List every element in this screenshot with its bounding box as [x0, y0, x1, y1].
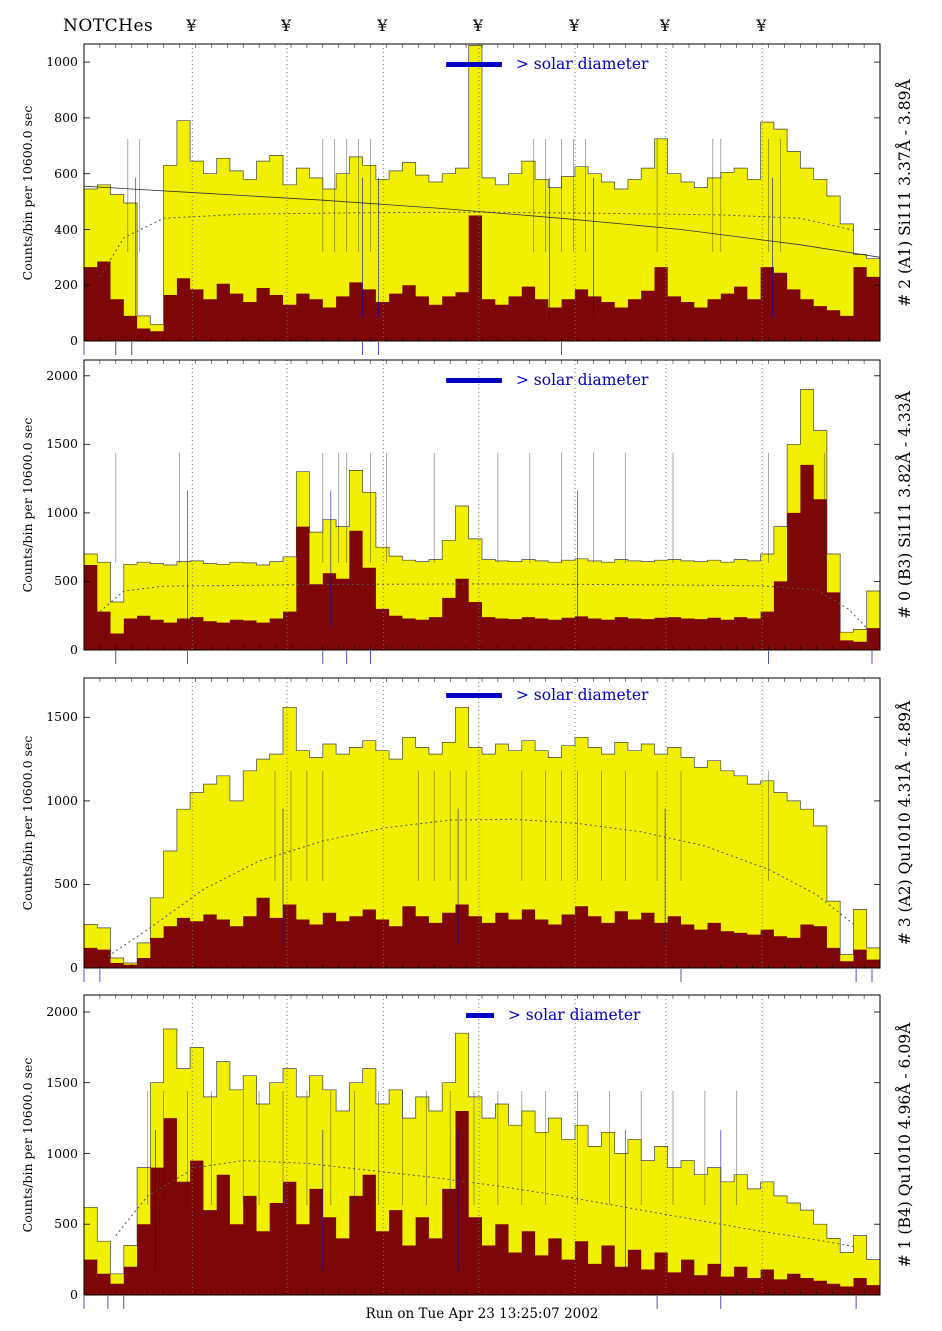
- y-tick-label: 1500: [46, 436, 78, 452]
- core-series-histogram: [84, 215, 880, 341]
- y-tick-label: 0: [70, 960, 78, 975]
- panel-frame: [83, 43, 881, 342]
- notch-marker-icon: ¥: [186, 16, 197, 35]
- y-axis-label: Counts/bin per 10600.0 sec: [20, 105, 35, 280]
- y-axis-label: Counts/bin per 10600.0 sec: [20, 417, 35, 593]
- core-series-histogram: [84, 1111, 880, 1295]
- spectrum-panel-0: > solar diameter: [83, 43, 881, 355]
- channel-label: # 1 (B4) Qu1010 4.96Å - 6.09Å: [896, 1022, 914, 1268]
- spectrum-panel-3: > solar diameter: [83, 994, 881, 1309]
- panel-plot-svg: > solar diameter: [83, 43, 881, 355]
- y-tick-label: 1000: [46, 504, 78, 520]
- y-tick-label: 600: [54, 165, 78, 181]
- run-timestamp: Run on Tue Apr 23 13:25:07 2002: [365, 1306, 599, 1322]
- y-axis-label: Counts/bin per 10600.0 sec: [20, 1057, 35, 1233]
- dotted-reference-curve: [99, 583, 869, 630]
- y-tick-label: 1500: [46, 709, 78, 725]
- y-tick-label: 800: [54, 109, 78, 125]
- notch-marker-icon: ¥: [472, 16, 483, 35]
- panel-frame: [83, 677, 881, 969]
- solar-diameter-bar: [446, 693, 502, 698]
- y-tick-label: 500: [54, 1216, 78, 1232]
- solar-diameter-label: > solar diameter: [508, 1006, 641, 1024]
- channel-label: # 2 (A1) Si111 3.37Å - 3.89Å: [896, 78, 914, 307]
- channel-label: # 3 (A2) Qu1010 4.31Å - 4.89Å: [896, 700, 914, 946]
- y-tick-label: 500: [54, 573, 78, 589]
- notch-marker-icon: ¥: [569, 16, 580, 35]
- y-tick-label: 400: [54, 221, 78, 237]
- spectrum-panel-1: > solar diameter: [83, 359, 881, 664]
- solar-diameter-label: > solar diameter: [516, 686, 649, 704]
- panel-plot-svg: > solar diameter: [83, 994, 881, 1309]
- notch-marker-icon: ¥: [756, 16, 767, 35]
- solar-diameter-bar: [466, 1013, 494, 1018]
- y-tick-label: 1000: [46, 792, 78, 808]
- y-axis-label: Counts/bin per 10600.0 sec: [20, 735, 35, 911]
- notch-marker-icon: ¥: [659, 16, 671, 35]
- solar-diameter-bar: [446, 378, 502, 383]
- panel-frame: [83, 994, 881, 1296]
- panel-frame: [83, 359, 881, 651]
- notch-marker-icon: ¥: [377, 16, 388, 35]
- y-tick-label: 1000: [46, 54, 78, 70]
- dotted-reference-curve: [107, 818, 857, 957]
- panel-plot-svg: > solar diameter: [83, 677, 881, 982]
- y-tick-label: 0: [70, 1287, 78, 1302]
- y-tick-label: 500: [54, 876, 78, 892]
- y-tick-label: 200: [54, 277, 78, 293]
- core-series-histogram: [84, 464, 880, 650]
- y-tick-label: 1000: [46, 1145, 78, 1161]
- total-series-histogram: [83, 45, 881, 342]
- solar-diameter-label: > solar diameter: [516, 371, 649, 389]
- y-tick-label: 0: [70, 333, 78, 348]
- y-tick-label: 1500: [46, 1074, 78, 1090]
- y-tick-label: 2000: [46, 367, 78, 383]
- spectrum-panel-2: > solar diameter: [83, 677, 881, 982]
- channel-label: # 0 (B3) Si111 3.82Å - 4.33Å: [896, 391, 914, 619]
- solar-diameter-bar: [446, 62, 502, 67]
- notches-title: NOTCHes: [63, 16, 154, 36]
- panel-plot-svg: > solar diameter: [83, 359, 881, 664]
- y-tick-label: 2000: [46, 1004, 78, 1019]
- notch-marker-icon: ¥: [280, 16, 292, 35]
- solar-diameter-label: > solar diameter: [516, 55, 649, 73]
- y-tick-label: 0: [70, 642, 78, 657]
